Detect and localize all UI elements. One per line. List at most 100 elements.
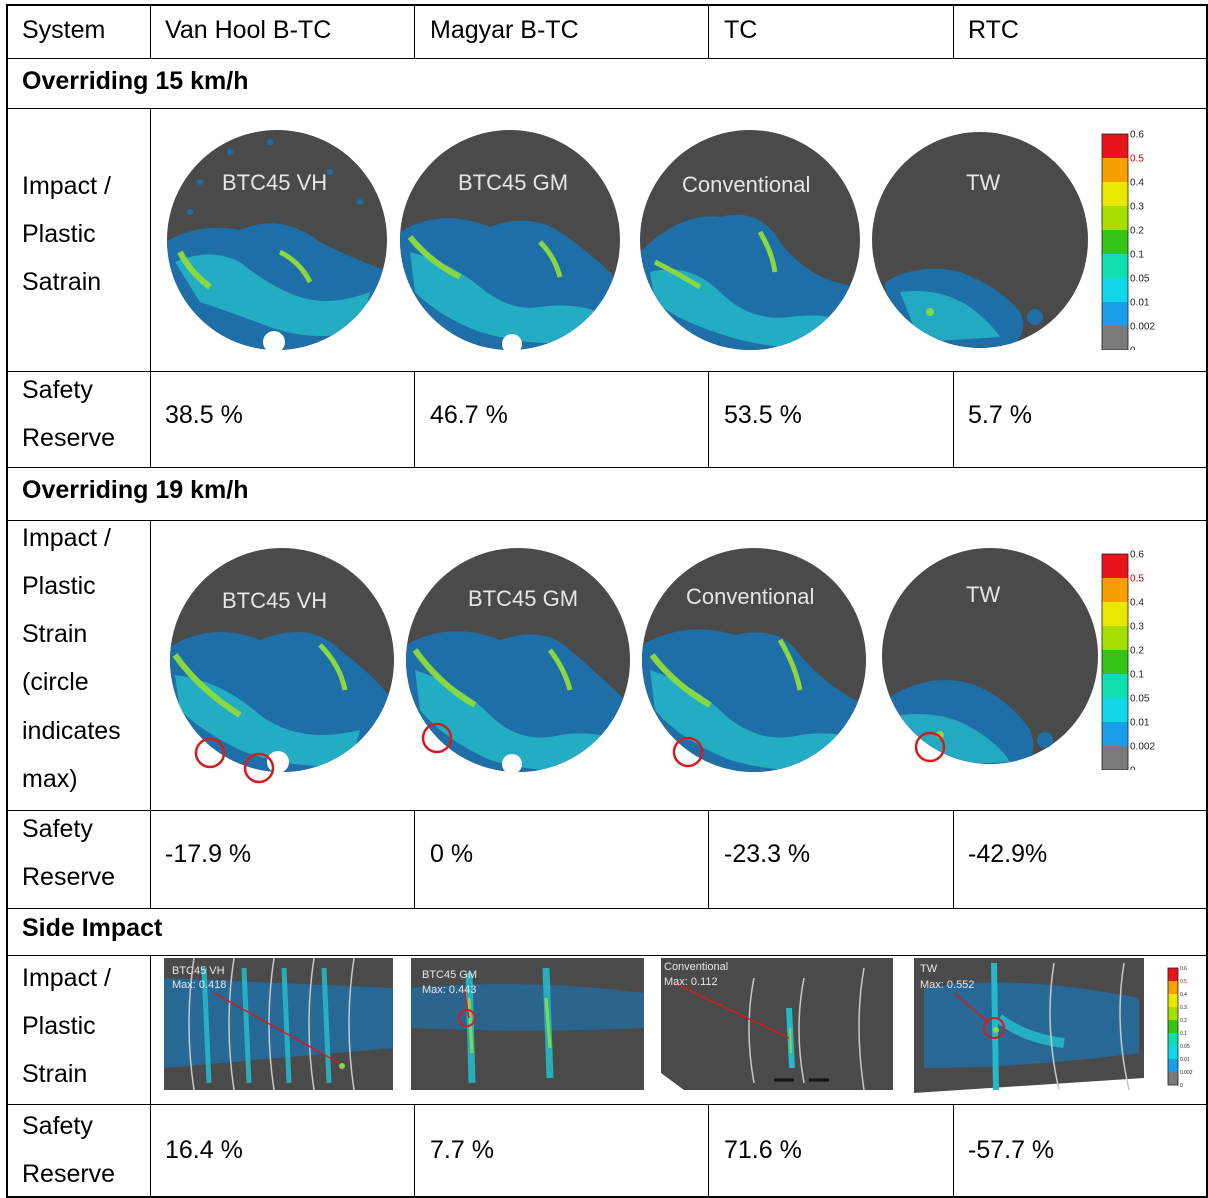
legend-swatch: [1102, 722, 1128, 746]
figure-label: BTC45 VH: [222, 170, 327, 195]
legend-swatch: [1102, 302, 1128, 326]
grid-line: [150, 108, 151, 467]
legend-tick-label: 0.6: [1130, 550, 1144, 561]
safety-value: 16.4 %: [165, 1136, 243, 1164]
side-impact-figure: BTC45 VH Max: 0.418 BTC45 GM Max: 0.443 …: [164, 957, 1144, 1093]
safety-value: -42.9%: [968, 840, 1048, 868]
legend-swatch: [1102, 206, 1128, 230]
grid-line: [414, 4, 415, 58]
header-tc: TC: [724, 16, 758, 44]
figure-label: TW: [966, 582, 1000, 607]
grid-line: [708, 810, 709, 908]
sphere-figure: BTC45 VH BTC45 GM Conventional TW: [170, 548, 1098, 784]
grid-line: [6, 4, 1208, 6]
strain-legend: 0.6 0.5 0.4 0.3 0.2 0.1 0.05 0.01 0.002 0: [1101, 550, 1155, 771]
figure-label: BTC45 GM: [468, 586, 578, 611]
max-label: Max: 0.418: [172, 979, 226, 991]
legend-tick-label: 0.5: [1180, 979, 1187, 985]
legend-tick-label: 0.002: [1180, 1070, 1193, 1076]
safety-value: 0 %: [430, 840, 474, 868]
grid-line: [953, 4, 954, 58]
figure-label: BTC45 GM: [422, 969, 477, 981]
legend-swatch: [1168, 1059, 1178, 1072]
safety-value: 38.5 %: [165, 401, 243, 429]
grid-line: [6, 1196, 1208, 1198]
legend-swatch: [1102, 626, 1128, 650]
legend-swatch: [1102, 254, 1128, 278]
legend-swatch: [1102, 158, 1128, 182]
grid-line: [150, 520, 151, 908]
legend-tick-label: 0.05: [1180, 1044, 1190, 1050]
legend-swatch: [1102, 134, 1128, 158]
grid-line: [708, 371, 709, 467]
grid-line: [6, 371, 1208, 372]
grid-line: [6, 467, 1208, 468]
legend-tick-label: 0.3: [1180, 1005, 1187, 1011]
legend-tick-label: 0.1: [1130, 250, 1144, 261]
grid-line: [6, 520, 1208, 521]
legend-tick-label: 0.4: [1130, 598, 1144, 609]
grid-line: [414, 371, 415, 467]
legend-tick-label: 0.2: [1180, 1018, 1187, 1024]
grid-line: [953, 1104, 954, 1198]
max-label: Max: 0.443: [422, 984, 476, 996]
section-title: Overriding 15 km/h: [22, 67, 249, 95]
figure-label: BTC45 GM: [458, 170, 568, 195]
figure-label: Conventional: [686, 584, 814, 609]
safety-value: -57.7 %: [968, 1136, 1055, 1164]
safety-value: -17.9 %: [165, 840, 252, 868]
header-magyar: Magyar B-TC: [430, 16, 579, 44]
legend-swatch: [1102, 674, 1128, 698]
legend-tick-label: 0.2: [1130, 226, 1144, 237]
strain-legend-small: 0.6 0.5 0.4 0.3 0.2 0.1 0.05 0.01 0.002 0: [1167, 966, 1193, 1088]
grid-line: [6, 810, 1208, 811]
safety-value: 71.6 %: [724, 1136, 802, 1164]
legend-tick-label: 0: [1130, 346, 1136, 351]
figure-label: Conventional: [664, 961, 728, 973]
legend-swatch: [1102, 230, 1128, 254]
sphere-figure: BTC45 VH BTC45 GM Conventional TW: [167, 130, 1088, 354]
legend-swatch: [1102, 746, 1128, 770]
legend-swatch: [1102, 182, 1128, 206]
legend-swatch: [1102, 278, 1128, 302]
legend-tick-label: 0.002: [1130, 742, 1155, 753]
safety-value: 53.5 %: [724, 401, 802, 429]
safety-value: 5.7 %: [968, 401, 1032, 429]
legend-swatch: [1168, 1033, 1178, 1046]
grid-line: [414, 1104, 415, 1198]
legend-frame: [1101, 133, 1129, 350]
legend-tick-label: 0.01: [1180, 1057, 1190, 1063]
legend-tick-label: 0.05: [1130, 694, 1150, 705]
grid-line: [6, 58, 1208, 59]
legend-tick-label: 0: [1130, 766, 1136, 771]
legend-swatch: [1168, 1020, 1178, 1033]
grid-line: [414, 810, 415, 908]
legend-swatch: [1168, 994, 1178, 1007]
legend-swatch: [1168, 1072, 1178, 1085]
legend-swatch: [1102, 578, 1128, 602]
legend-tick-label: 0.3: [1130, 202, 1144, 213]
legend-swatch: [1168, 968, 1178, 981]
legend-frame: [1101, 553, 1129, 770]
grid-line: [6, 955, 1208, 956]
legend-swatch: [1168, 1007, 1178, 1020]
legend-tick-label: 0.5: [1130, 154, 1144, 165]
figure-label: BTC45 VH: [172, 965, 225, 977]
grid-line: [6, 908, 1208, 909]
header-van-hool: Van Hool B-TC: [165, 16, 332, 44]
header-system: System: [22, 16, 106, 44]
figure-label: TW: [966, 170, 1000, 195]
section-title: Side Impact: [22, 914, 163, 942]
legend-tick-label: 0.1: [1180, 1031, 1187, 1037]
legend-swatch: [1102, 602, 1128, 626]
safety-value: -23.3 %: [724, 840, 811, 868]
legend-swatch: [1168, 1046, 1178, 1059]
section-title: Overriding 19 km/h: [22, 476, 249, 504]
legend-tick-label: 0: [1180, 1083, 1183, 1088]
legend-tick-label: 0.3: [1130, 622, 1144, 633]
legend-tick-label: 0.2: [1130, 646, 1144, 657]
header-rtc: RTC: [968, 16, 1019, 44]
legend-tick-label: 0.1: [1130, 670, 1144, 681]
legend-tick-label: 0.002: [1130, 322, 1155, 333]
